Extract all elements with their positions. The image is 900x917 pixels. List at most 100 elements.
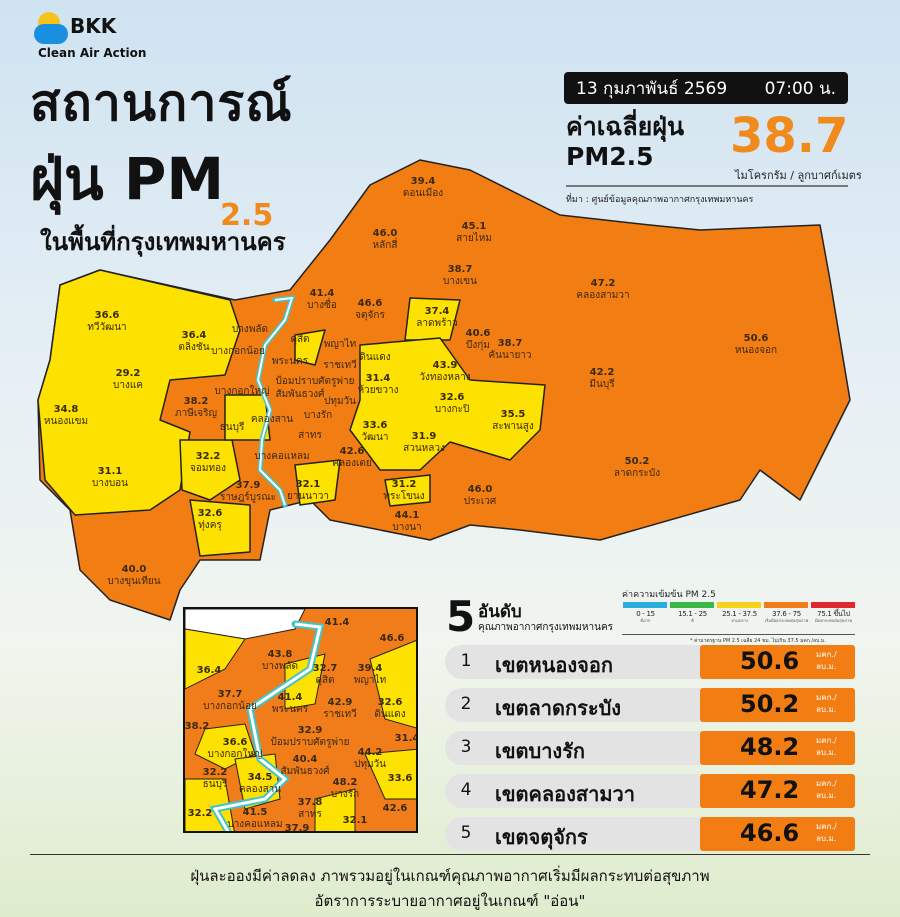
district-label: สัมพันธวงศ์ <box>275 389 324 401</box>
avg-label-1: ค่าเฉลี่ยฝุ่น <box>566 112 685 141</box>
rank-district: เขตจตุจักร <box>495 825 588 849</box>
district-name: ธนบุรี <box>219 422 245 433</box>
title-line1: สถานการณ์ <box>30 74 293 132</box>
avg-label-2: PM2.5 <box>566 142 654 171</box>
district-label: 35.5 สะพานสูง <box>492 409 534 433</box>
district-label: พระนคร <box>272 356 308 368</box>
rank-number: 5 <box>460 823 472 843</box>
district-label: 32.6 บางกะปิ <box>435 392 470 416</box>
district-label: 34.8 หนองแขม <box>44 404 88 428</box>
district-name: ทุ่งครุ <box>198 520 222 531</box>
district-label: 31.9 สวนหลวง <box>403 431 445 455</box>
district-name: หนองจอก <box>734 345 778 356</box>
district-name: บางรัก <box>330 789 360 800</box>
district-name: หนองแขม <box>43 416 89 427</box>
district-value: 41.5 <box>242 807 268 818</box>
inset-district-label: 32.2 <box>188 808 213 820</box>
district-name: ราชเทวี <box>323 709 357 720</box>
district-name: บางกอกน้อย <box>203 701 257 712</box>
rank-value-box: 50.2 มคก./ลบ.ม. <box>700 688 855 722</box>
district-value: 32.1 <box>295 479 321 490</box>
district-value: 42.6 <box>339 446 365 457</box>
rank-subtitle: คุณภาพอากาศกรุงเทพมหานคร <box>478 622 614 633</box>
district-label: ธนบุรี <box>220 422 245 434</box>
district-label: 50.6 หนองจอก <box>735 333 777 357</box>
legend-item: 15.1 - 25 ดี <box>669 610 716 623</box>
district-label: 46.6 จตุจักร <box>355 298 385 322</box>
legend-item: 25.1 - 37.5 ปานกลาง <box>716 610 763 623</box>
district-name: บางกอกใหญ่ <box>207 749 263 760</box>
inset-district-label: 44.2 ปทุมวัน <box>354 747 386 771</box>
footer-line2: อัตราการระบายอากาศอยู่ในเกณฑ์ "อ่อน" <box>314 892 586 910</box>
inset-district-label: 41.5 บางคอแหลม <box>227 807 282 831</box>
district-label: ราชเทวี <box>323 360 356 372</box>
rank-number: 4 <box>460 780 472 800</box>
inset-district-label: 38.2 <box>185 721 209 733</box>
district-name: พระนคร <box>271 704 309 715</box>
district-value: 32.2 <box>195 451 221 462</box>
district-name: บางคอแหลม <box>227 819 283 830</box>
district-name: สัมพันธวงศ์ <box>280 766 330 777</box>
district-label: 38.7 บางเขน <box>443 264 477 288</box>
district-name: วัฒนา <box>361 432 389 443</box>
district-label: 43.9 วังทองหลาง <box>419 360 470 384</box>
district-label: 31.2 พระโขนง <box>383 479 424 503</box>
district-value: 46.6 <box>379 633 405 644</box>
district-label: 33.6 วัฒนา <box>361 420 388 444</box>
source-text: ที่มา : ศูนย์ข้อมูลคุณภาพอากาศกรุงเทพมหา… <box>566 195 754 205</box>
district-name: คลองเตย <box>332 458 372 469</box>
district-value: 32.2 <box>202 767 228 778</box>
district-value: 32.2 <box>187 808 213 819</box>
title-pm: ฝุ่น PM <box>30 145 225 213</box>
district-value: 31.2 <box>391 479 417 490</box>
district-value: 32.6 <box>197 508 223 519</box>
rank-unit: มคก./ลบ.ม. <box>816 779 837 800</box>
district-value: 32.6 <box>377 697 403 708</box>
district-label: 31.1 บางบอน <box>92 466 128 490</box>
district-value: 42.2 <box>589 367 615 378</box>
district-label: ปทุมวัน <box>324 396 356 408</box>
inset-district-label: 37.8 สาทร <box>298 797 323 821</box>
district-label: 44.1 บางนา <box>392 510 421 534</box>
inset-district-label: 41.4 <box>325 617 350 629</box>
district-value: 39.4 <box>410 176 436 187</box>
district-name: จตุจักร <box>355 310 385 321</box>
legend-item: 0 - 15 ดีมาก <box>622 610 669 623</box>
rank-number: 3 <box>460 737 472 757</box>
district-label: 32.1 ยานนาวา <box>287 479 329 503</box>
district-value: 31.4 <box>365 373 391 384</box>
district-label: 47.2 คลองสามวา <box>576 278 629 302</box>
district-label: ดินแดง <box>359 352 390 364</box>
inset-district-label: 43.8 บางพลัด <box>262 649 298 673</box>
district-name: สวนหลวง <box>403 443 445 454</box>
district-name: บางแค <box>113 380 143 391</box>
legend-item: 37.6 - 75 เริ่มมีผลกระทบต่อสุขภาพ <box>763 610 810 623</box>
district-label: บางพลัด <box>232 324 268 336</box>
district-value: 41.4 <box>324 617 350 628</box>
district-value: 38.7 <box>497 338 523 349</box>
district-value: 46.0 <box>467 484 493 495</box>
district-name: ราชเทวี <box>323 360 357 371</box>
district-label: 42.2 มีนบุรี <box>589 367 614 391</box>
district-value: 50.6 <box>743 333 769 344</box>
district-name: คันนายาว <box>488 350 532 361</box>
district-label: ป้อมปราบศัตรูพ่าย <box>276 376 355 388</box>
district-name: บางพลัด <box>231 324 269 335</box>
district-value: 41.4 <box>277 692 303 703</box>
rank-number: 2 <box>460 694 472 714</box>
thungkhru-zone <box>189 499 251 557</box>
divider <box>566 185 848 187</box>
district-name: วังทองหลาง <box>419 372 471 383</box>
district-value: 32.7 <box>312 663 338 674</box>
rank-district: เขตคลองสามวา <box>495 782 635 806</box>
district-value: 38.7 <box>447 264 473 275</box>
inset-district-label: 32.2 ธนบุรี <box>203 767 228 791</box>
district-label: 32.6 ทุ่งครุ <box>198 508 223 532</box>
district-label: 37.9 ราษฎร์บูรณะ <box>220 480 276 504</box>
district-name: พญาไท <box>353 675 387 686</box>
district-name: ยานนาวา <box>287 491 329 502</box>
time: 07:00 น. <box>764 78 836 99</box>
avg-unit: ไมโครกรัม / ลูกบาศก์เมตร <box>735 169 862 182</box>
inset-district-label: 36.6 บางกอกใหญ่ <box>208 737 263 761</box>
rank-unit: มคก./ลบ.ม. <box>816 650 837 671</box>
